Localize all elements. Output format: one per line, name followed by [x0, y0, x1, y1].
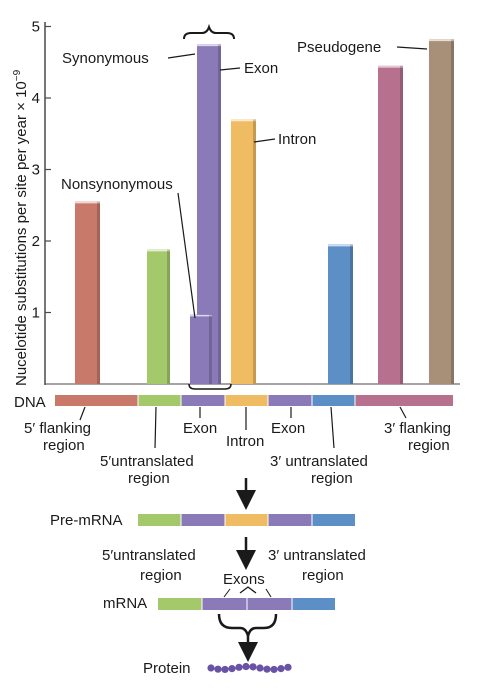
mrna-utr3-label-1: 3′ untranslated: [268, 547, 366, 564]
bar-3-untranslated-shade: [350, 244, 353, 384]
amino-acid-bead: [263, 665, 271, 673]
dna-exon-b-label: Exon: [271, 420, 305, 437]
exons-leader-left: [223, 588, 231, 598]
premrna-intron-segment: [225, 514, 268, 526]
premrna-utr3-segment: [312, 514, 355, 526]
mrna-utr5-segment: [158, 598, 202, 610]
dna-flank5-label-2: region: [43, 437, 85, 454]
bar-3-flanking: [378, 65, 403, 384]
y-axis-ticks: 1 2 3 4 5: [32, 19, 51, 322]
bar-series: [75, 39, 454, 385]
dna-strip: [55, 395, 453, 406]
premrna-exon2-segment: [268, 514, 312, 526]
pre-mrna-strip: [138, 514, 355, 526]
premrna-utr5-segment: [138, 514, 181, 526]
dna-flank3-segment: [355, 395, 453, 406]
mrna-exons-label: Exons: [223, 571, 265, 588]
synonymous-leader: [167, 53, 196, 59]
amino-acid-bead: [242, 662, 250, 671]
y-tick-label: 3: [32, 162, 40, 179]
premrna-exon1-segment: [181, 514, 225, 526]
exons-leader-right: [265, 588, 272, 598]
dna-utr3-segment: [312, 395, 355, 406]
y-tick-label: 1: [32, 305, 40, 322]
mrna-strip: [158, 598, 335, 610]
dna-exon-a-label: Exon: [183, 420, 217, 437]
nonsynonymous-label: Nonsynonymous: [61, 176, 173, 193]
mrna-utr3-label-2: region: [302, 567, 344, 584]
mrna-utr3-segment: [292, 598, 335, 610]
mrna-utr5-label-1: 5′untranslated: [102, 547, 196, 564]
amino-acid-bead: [207, 664, 215, 672]
amino-acid-bead: [270, 665, 278, 674]
y-tick-label: 2: [32, 233, 40, 250]
bar-5-untranslated-shade: [167, 249, 170, 384]
amino-acid-bead: [277, 665, 285, 673]
amino-acid-bead: [221, 665, 229, 674]
dna-exon1-segment: [181, 395, 225, 406]
mrna-utr5-label-2: region: [140, 567, 182, 584]
dna-utr3-label-1: 3′ untranslated: [270, 453, 368, 470]
exon-leader: [219, 67, 241, 71]
mrna-exon2-segment: [247, 598, 292, 610]
dna-intron-label: Intron: [226, 433, 264, 450]
amino-acid-bead: [256, 664, 264, 672]
amino-acid-bead: [284, 663, 292, 671]
exon-bracket-top: [183, 23, 235, 40]
pre-mrna-label: Pre-mRNA: [50, 512, 123, 529]
dna-flank5-label-1: 5′ flanking: [24, 420, 91, 437]
dna-leader-lines: [79, 406, 407, 449]
amino-acid-bead: [235, 663, 243, 671]
amino-acid-bead: [214, 665, 222, 673]
bar-5-flanking: [75, 201, 100, 384]
mrna-label: mRNA: [103, 595, 147, 612]
bar-5-untranslated: [147, 249, 170, 384]
dna-intron-segment: [225, 395, 268, 406]
nonsynonymous-leader: [177, 192, 196, 319]
synonymous-label: Synonymous: [62, 50, 149, 67]
pseudogene-leader: [396, 46, 428, 50]
bar-nonsynonymous: [190, 314, 212, 384]
pseudogene-label: Pseudogene: [297, 39, 381, 56]
exon-annotation-label: Exon: [244, 60, 278, 77]
dna-utr5-segment: [138, 395, 181, 406]
bar-5-flanking-shade: [97, 201, 100, 384]
mrna-exon1-segment: [202, 598, 247, 610]
dna-flank3-label-2: region: [408, 437, 450, 454]
y-tick-label: 5: [32, 19, 40, 36]
protein-chain: [207, 662, 292, 674]
bar-pseudogene-shade: [451, 39, 454, 385]
y-tick-label: 4: [32, 90, 40, 107]
y-axis-label: Nucelotide substitutions per site per ye…: [12, 69, 30, 386]
dna-exon2-segment: [268, 395, 312, 406]
dna-label: DNA: [14, 394, 46, 411]
dna-flank3-label-1: 3′ flanking: [384, 420, 451, 437]
bar-3-flanking-shade: [400, 65, 403, 384]
protein-label: Protein: [143, 660, 191, 677]
bar-synonymous-shade: [218, 44, 221, 384]
dna-utr3-label-2: region: [311, 470, 353, 487]
exons-caret: [239, 586, 257, 594]
bar-3-untranslated: [328, 244, 353, 384]
dna-utr5-label-2: region: [128, 470, 170, 487]
y-axis-label-exponent: −9: [12, 69, 23, 81]
intron-annotation-label: Intron: [278, 131, 316, 148]
bar-pseudogene: [429, 39, 454, 385]
amino-acid-bead: [249, 663, 257, 671]
intron-leader: [253, 138, 276, 143]
exon-bracket-bottom: [188, 383, 232, 390]
bar-intron: [231, 119, 256, 384]
dna-utr5-label-1: 5′untranslated: [100, 453, 194, 470]
dna-flank5-segment: [55, 395, 138, 406]
amino-acid-bead: [228, 665, 236, 673]
bar-intron-shade: [253, 119, 256, 384]
translation-bracket: [217, 613, 278, 637]
bar-nonsynonymous-shade: [209, 314, 212, 384]
